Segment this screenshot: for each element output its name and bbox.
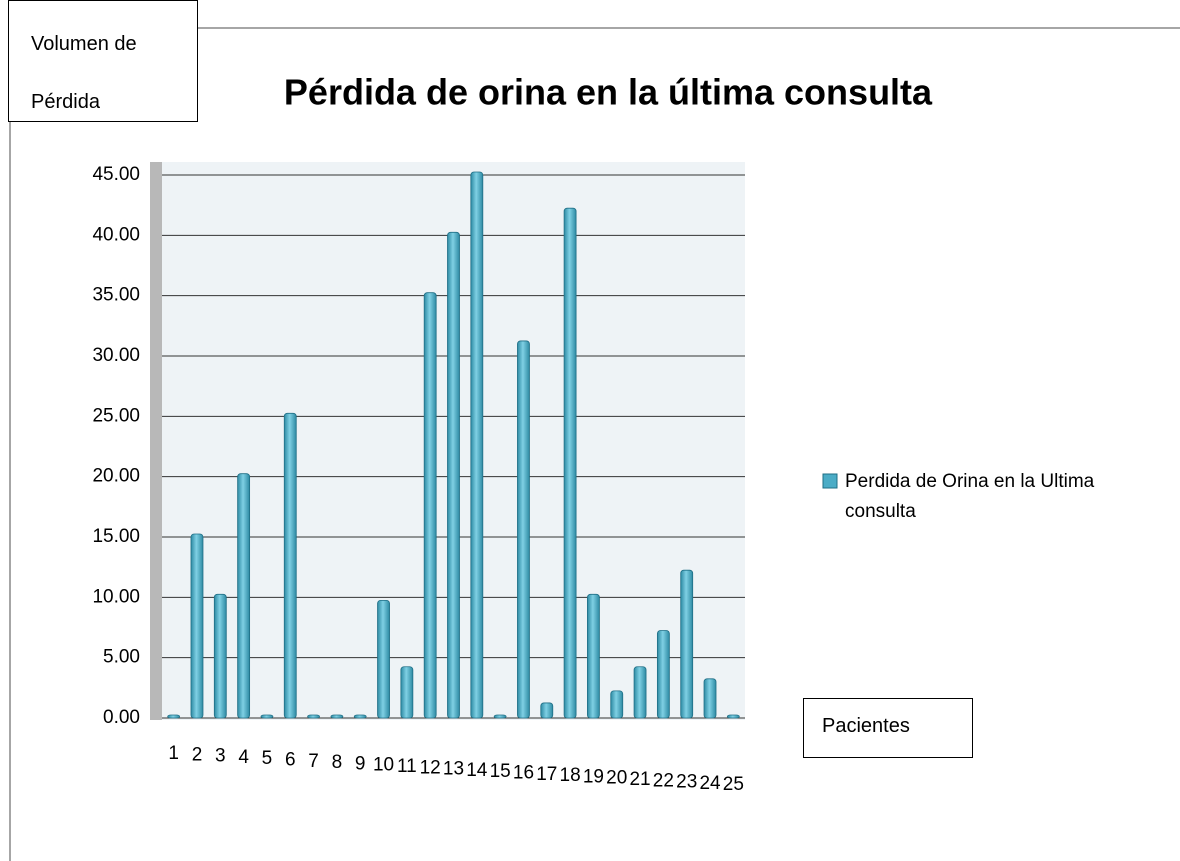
x-tick-label: 11 xyxy=(397,756,417,777)
x-tick-label: 7 xyxy=(308,751,319,772)
bar xyxy=(283,412,297,719)
bar xyxy=(517,340,530,719)
x-tick-label: 23 xyxy=(676,772,697,793)
bar xyxy=(213,593,227,719)
y-tick-label: 20.00 xyxy=(92,466,140,487)
bar xyxy=(167,714,181,719)
bar xyxy=(470,171,484,719)
legend-swatch xyxy=(822,473,838,489)
bar xyxy=(656,630,670,719)
chart-title: Pérdida de orina en la última consulta xyxy=(284,72,933,113)
x-tick-label: 17 xyxy=(536,764,557,785)
bar xyxy=(190,533,204,719)
bar xyxy=(377,599,390,719)
x-tick-label: 6 xyxy=(285,750,296,771)
legend-label: Perdida de Orina en la Ultima consulta xyxy=(845,471,1095,522)
x-tick-label: 2 xyxy=(192,744,203,765)
y-tick-label: 5.00 xyxy=(103,647,140,668)
bar xyxy=(237,473,251,719)
x-tick-label: 10 xyxy=(373,755,394,776)
x-tick-label: 19 xyxy=(583,766,604,787)
x-tick-label: 18 xyxy=(560,765,581,786)
x-tick-label: 3 xyxy=(215,746,226,767)
y-tick-label: 30.00 xyxy=(92,345,140,366)
bar xyxy=(680,569,694,719)
x-axis-label: Pacientes xyxy=(803,698,973,758)
bar xyxy=(726,714,740,719)
bar xyxy=(610,690,624,719)
x-tick-label: 22 xyxy=(653,770,674,791)
bar xyxy=(307,714,320,719)
bar xyxy=(260,714,274,719)
x-tick-label: 20 xyxy=(606,768,627,789)
x-tick-label: 8 xyxy=(332,752,343,773)
x-tick-label: 24 xyxy=(699,773,721,794)
x-tick-label: 15 xyxy=(490,761,511,782)
side-wall xyxy=(150,162,162,720)
bar xyxy=(330,714,344,719)
x-tick-label: 25 xyxy=(723,774,744,795)
bar xyxy=(423,292,437,719)
bar xyxy=(540,702,554,719)
y-tick-label: 10.00 xyxy=(92,586,140,607)
y-tick-label: 25.00 xyxy=(92,405,140,426)
x-tick-label: 1 xyxy=(168,743,179,764)
x-tick-label: 12 xyxy=(420,757,441,778)
y-tick-label: 0.00 xyxy=(103,707,140,728)
x-tick-label: 9 xyxy=(355,753,366,774)
y-axis-label: Volumen de Pérdida xyxy=(8,0,198,122)
y-tick-label: 45.00 xyxy=(92,164,140,185)
y-tick-label: 40.00 xyxy=(92,224,140,245)
x-tick-label: 21 xyxy=(629,769,650,790)
y-tick-label: 15.00 xyxy=(92,526,140,547)
bar xyxy=(400,666,414,719)
bar xyxy=(353,714,367,719)
x-tick-label: 16 xyxy=(513,763,534,784)
bar xyxy=(493,714,507,719)
bar xyxy=(587,593,600,719)
y-tick-label: 35.00 xyxy=(92,285,140,306)
x-tick-label: 13 xyxy=(443,759,464,780)
x-tick-label: 14 xyxy=(466,760,488,781)
bar xyxy=(563,207,577,719)
bar xyxy=(633,666,647,719)
x-tick-label: 5 xyxy=(262,748,273,769)
x-tick-label: 4 xyxy=(238,747,249,768)
bar xyxy=(703,678,717,719)
bar xyxy=(447,231,460,719)
